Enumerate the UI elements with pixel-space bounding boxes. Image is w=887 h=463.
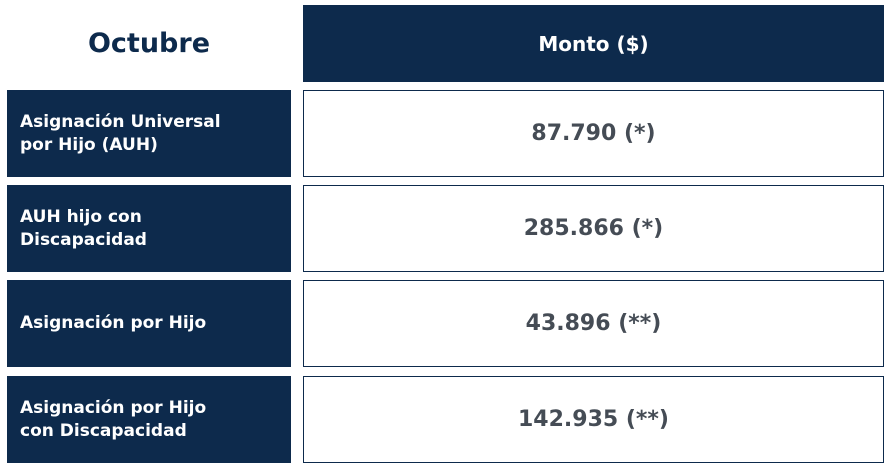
row-label-cell: AUH hijo con Discapacidad	[7, 185, 291, 272]
row-label: AUH hijo con Discapacidad	[20, 206, 147, 250]
row-label: Asignación por Hijo con Discapacidad	[20, 397, 207, 441]
row-label: Asignación Universal por Hijo (AUH)	[20, 111, 221, 155]
table-title: Octubre	[87, 28, 211, 59]
column-header: Monto ($)	[303, 5, 884, 82]
row-label-cell: Asignación Universal por Hijo (AUH)	[7, 90, 291, 177]
amount: 142.935 (**)	[303, 376, 884, 463]
row-label-cell: Asignación por Hijo	[7, 280, 291, 367]
row-label-cell: Asignación por Hijo con Discapacidad	[7, 376, 291, 463]
amount: 87.790 (*)	[303, 90, 884, 177]
row-label: Asignación por Hijo	[20, 313, 207, 333]
amount: 43.896 (**)	[303, 280, 884, 367]
amount: 285.866 (*)	[303, 185, 884, 272]
